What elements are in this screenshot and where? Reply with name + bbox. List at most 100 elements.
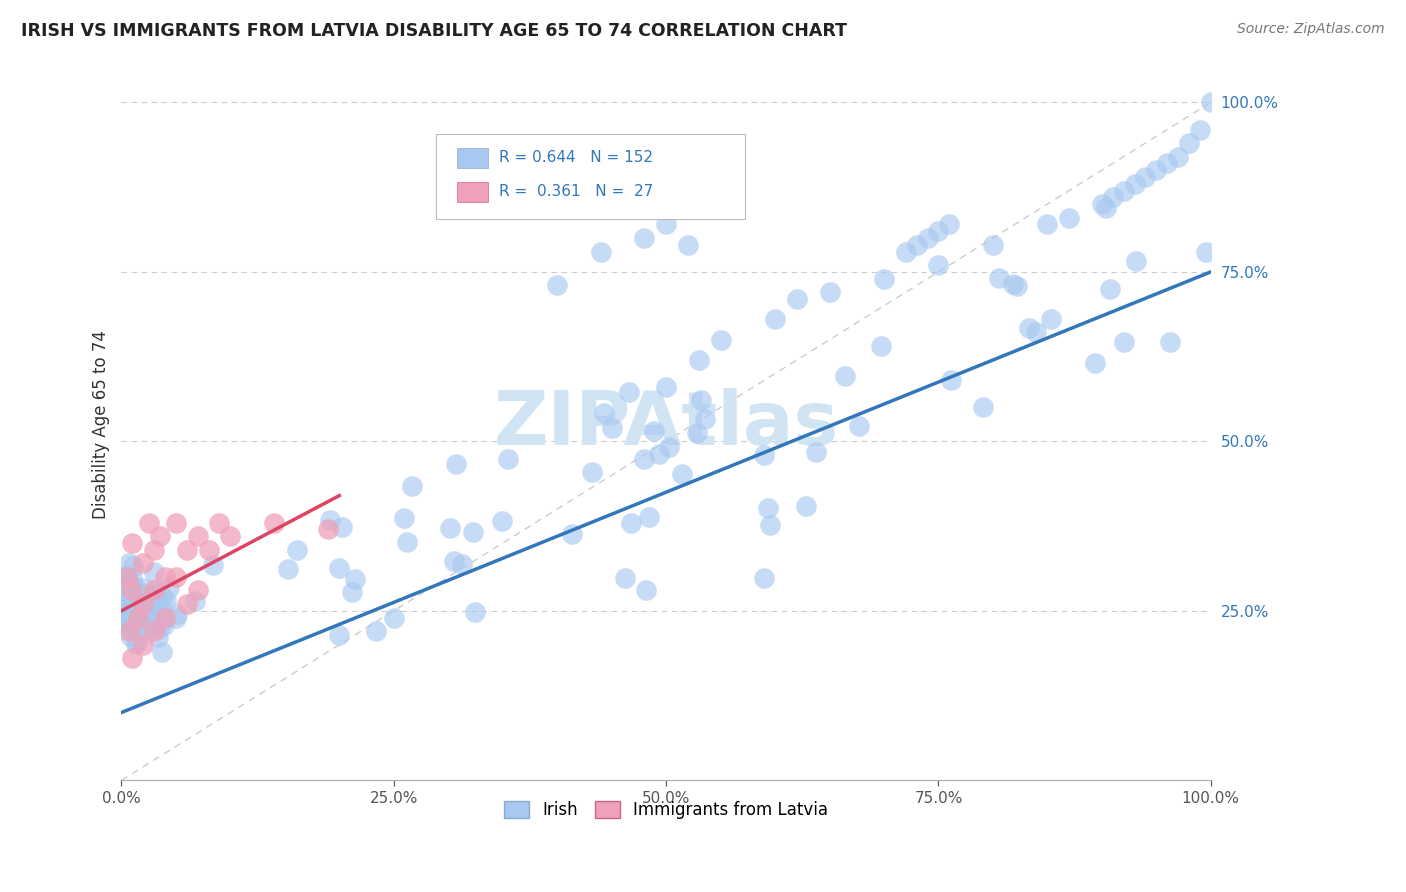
Point [120,600,142,615]
Point [328,560,350,574]
Point [166,607,188,621]
Point [128,599,150,614]
Point [136,602,159,616]
Point [546,278,568,293]
Point [981,237,1004,252]
Point [121,583,143,598]
Point [342,585,364,599]
Point [690,392,713,407]
Point [917,231,939,245]
Point [756,501,779,516]
Point [927,258,949,272]
Point [818,285,841,300]
Point [127,585,149,599]
Point [643,425,665,439]
Point [619,516,641,530]
Text: R =  0.361   N =  27: R = 0.361 N = 27 [499,185,654,199]
Point [112,584,135,599]
Point [125,610,148,624]
Point [561,527,583,541]
Point [142,595,165,609]
Point [118,595,141,609]
Point [671,467,693,481]
Point [112,585,135,599]
Point [873,271,896,285]
Point [148,630,170,644]
Point [1178,136,1201,150]
Point [187,529,209,543]
Point [344,572,367,586]
Point [187,583,209,598]
Point [208,516,231,530]
Point [496,451,519,466]
Point [972,400,994,414]
Point [115,570,138,584]
Point [710,333,733,347]
Text: R = 0.644   N = 152: R = 0.644 N = 152 [499,151,654,165]
Point [148,622,170,636]
Point [143,585,166,599]
Point [118,595,141,609]
Point [134,601,156,615]
Point [115,568,138,582]
Point [121,622,143,636]
Point [184,593,207,607]
Point [905,237,928,252]
Point [120,578,142,592]
Point [122,613,145,627]
Point [115,579,138,593]
Point [318,523,340,537]
Point [443,553,465,567]
Point [165,516,187,530]
Point [165,570,187,584]
Point [115,601,138,615]
Point [112,618,135,632]
Point [589,244,612,259]
Point [461,524,484,539]
Point [450,557,472,571]
Point [141,602,163,616]
Point [1101,190,1123,204]
Point [135,620,157,634]
Point [1057,211,1080,225]
Point [1040,312,1063,326]
Point [614,571,637,585]
Text: IRISH VS IMMIGRANTS FROM LATVIA DISABILITY AGE 65 TO 74 CORRELATION CHART: IRISH VS IMMIGRANTS FROM LATVIA DISABILI… [21,22,846,40]
Point [132,581,155,595]
Point [143,607,166,622]
Point [1125,253,1147,268]
Point [120,609,142,624]
Point [125,637,148,651]
Point [111,585,134,599]
Point [285,543,308,558]
Point [401,479,423,493]
Point [125,615,148,630]
Point [111,609,134,624]
Point [263,516,285,530]
Point [134,612,156,626]
Point [143,542,166,557]
Point [125,620,148,634]
Point [617,385,640,400]
Point [132,597,155,611]
Point [121,597,143,611]
Point [153,570,176,584]
Point [633,452,655,467]
Legend: Irish, Immigrants from Latvia: Irish, Immigrants from Latvia [498,794,835,825]
Point [127,635,149,649]
Point [219,529,242,543]
Point [118,593,141,607]
Point [491,514,513,528]
Point [176,542,198,557]
Point [139,604,162,618]
Point [927,224,949,238]
Point [143,607,166,621]
Point [115,615,138,630]
Point [392,510,415,524]
Point [638,510,661,524]
Point [117,587,139,601]
Point [395,535,418,549]
Point [1167,150,1189,164]
Point [139,613,162,627]
Point [938,218,960,232]
